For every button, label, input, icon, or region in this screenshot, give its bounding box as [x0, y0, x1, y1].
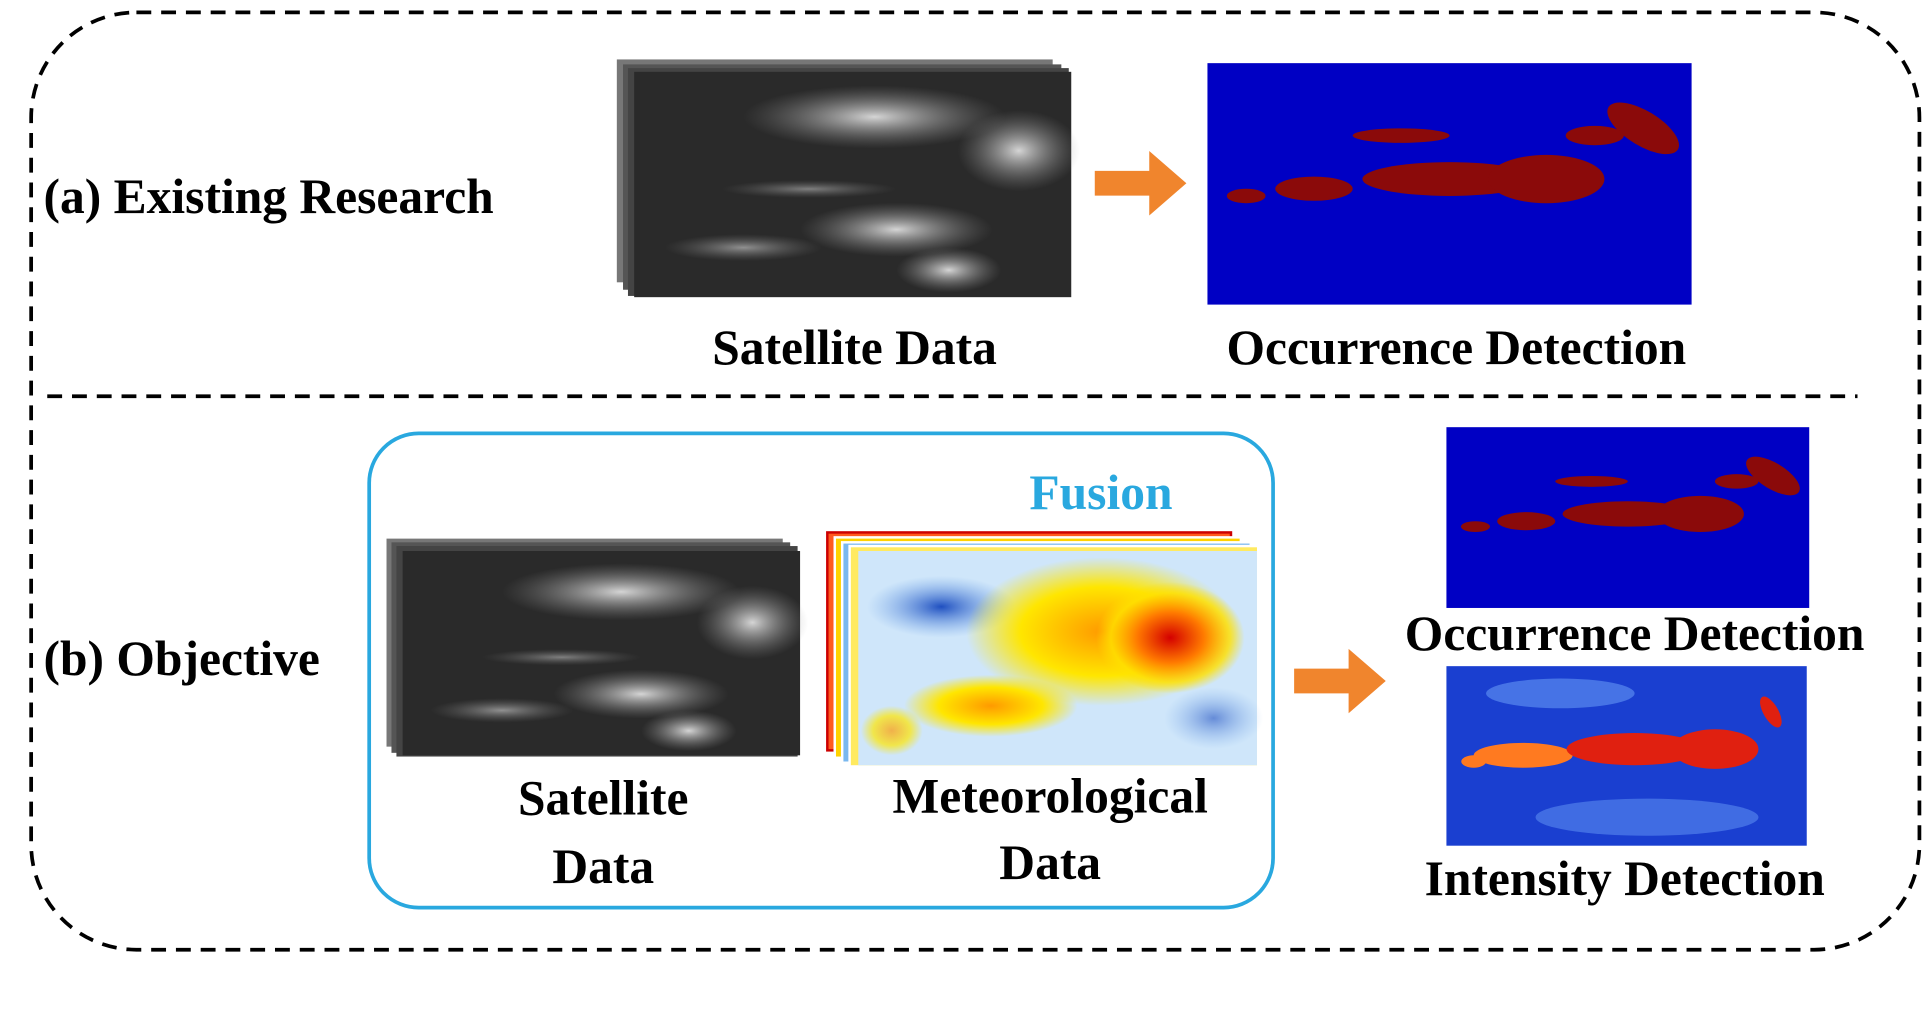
- image-label: Data: [999, 835, 1101, 890]
- section-label: (b) Objective: [44, 631, 320, 686]
- satellite-image: [616, 59, 1080, 298]
- image-label: Occurrence Detection: [1227, 320, 1687, 375]
- image-label: Intensity Detection: [1425, 851, 1825, 906]
- image-label: Satellite Data: [712, 320, 997, 375]
- fusion-box: [367, 431, 1275, 910]
- outer-frame: [29, 10, 1922, 952]
- image-label: Occurrence Detection: [1405, 606, 1865, 661]
- arrow: [1094, 151, 1187, 216]
- occurrence-image: [1446, 427, 1811, 608]
- satellite-image: [386, 538, 809, 757]
- image-label: Data: [552, 839, 654, 894]
- intensity-image: [1446, 666, 1807, 846]
- image-label: Satellite: [518, 771, 689, 826]
- meteorological-image: [826, 531, 1264, 768]
- occurrence-image: [1207, 63, 1694, 305]
- section-label: (a) Existing Research: [44, 169, 494, 224]
- fusion-title: Fusion: [1029, 465, 1172, 520]
- image-label: Meteorological: [893, 768, 1208, 823]
- arrow: [1294, 648, 1386, 714]
